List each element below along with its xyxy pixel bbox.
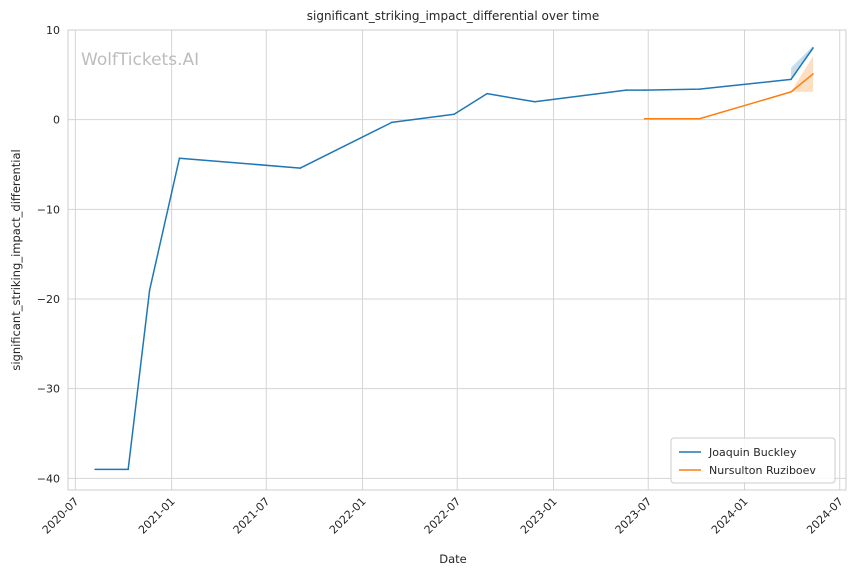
data-point-joaquin-buckley: [299, 167, 302, 169]
data-point-nursulton-ruziboev: [698, 117, 701, 120]
y-tick-label: −30: [37, 383, 60, 396]
data-point-joaquin-buckley: [178, 157, 181, 160]
x-tick-label: 2021-07: [231, 495, 273, 537]
data-point-joaquin-buckley: [94, 468, 97, 471]
data-point-joaquin-buckley: [533, 100, 536, 103]
x-tick-label: 2024-01: [709, 495, 751, 537]
data-point-joaquin-buckley: [453, 113, 455, 116]
x-tick-label: 2020-07: [40, 495, 82, 537]
y-tick-labels: 10 0 −10 −20 −30 −40: [37, 24, 60, 485]
data-point-nursulton-ruziboev: [790, 91, 792, 93]
series-line-nursulton-ruziboev: [644, 73, 814, 120]
data-point-joaquin-buckley: [391, 121, 393, 124]
y-tick-label: −20: [37, 293, 60, 306]
legend: Joaquin Buckley Nursulton Ruziboev: [670, 437, 836, 484]
series-lines: [94, 47, 814, 471]
chart-title: significant_striking_impact_differential…: [307, 9, 599, 23]
data-point-joaquin-buckley: [698, 88, 701, 90]
y-tick-label: 0: [53, 114, 60, 127]
x-tick-label: 2024-07: [804, 495, 846, 537]
x-tick-label: 2022-07: [422, 495, 464, 537]
x-tick-label: 2021-01: [136, 495, 178, 537]
x-tick-label: 2022-01: [327, 495, 369, 537]
data-point-joaquin-buckley: [127, 468, 129, 471]
data-point-nursulton-ruziboev: [643, 117, 646, 120]
watermark-text: WolfTickets.AI: [81, 50, 199, 70]
plot-frame: [67, 29, 847, 491]
data-point-joaquin-buckley: [148, 289, 151, 291]
data-point-joaquin-buckley: [625, 89, 628, 91]
data-point-joaquin-buckley: [790, 78, 792, 81]
data-point-nursulton-ruziboev: [812, 73, 814, 75]
data-point-joaquin-buckley: [643, 89, 646, 91]
y-tick-label: −40: [37, 472, 60, 485]
x-tick-labels: 2020-07 2021-01 2021-07 2022-01 2022-07 2023-…: [40, 495, 846, 537]
legend-box: [670, 437, 836, 484]
legend-label-joaquin-buckley: Joaquin Buckley: [708, 446, 797, 459]
y-axis-label: significant_striking_impact_differential: [9, 149, 23, 370]
data-point-joaquin-buckley: [812, 47, 814, 49]
y-tick-label: 10: [46, 24, 60, 37]
series-line-joaquin-buckley: [95, 47, 814, 471]
x-tick-label: 2023-07: [613, 495, 655, 537]
x-axis-label: Date: [439, 552, 467, 566]
x-tick-label: 2023-01: [518, 495, 560, 537]
legend-label-nursulton-ruziboev: Nursulton Ruziboev: [709, 464, 816, 477]
band-nursulton-ruziboev: [791, 56, 814, 92]
y-tick-label: −10: [37, 203, 60, 216]
data-point-joaquin-buckley: [486, 92, 488, 95]
